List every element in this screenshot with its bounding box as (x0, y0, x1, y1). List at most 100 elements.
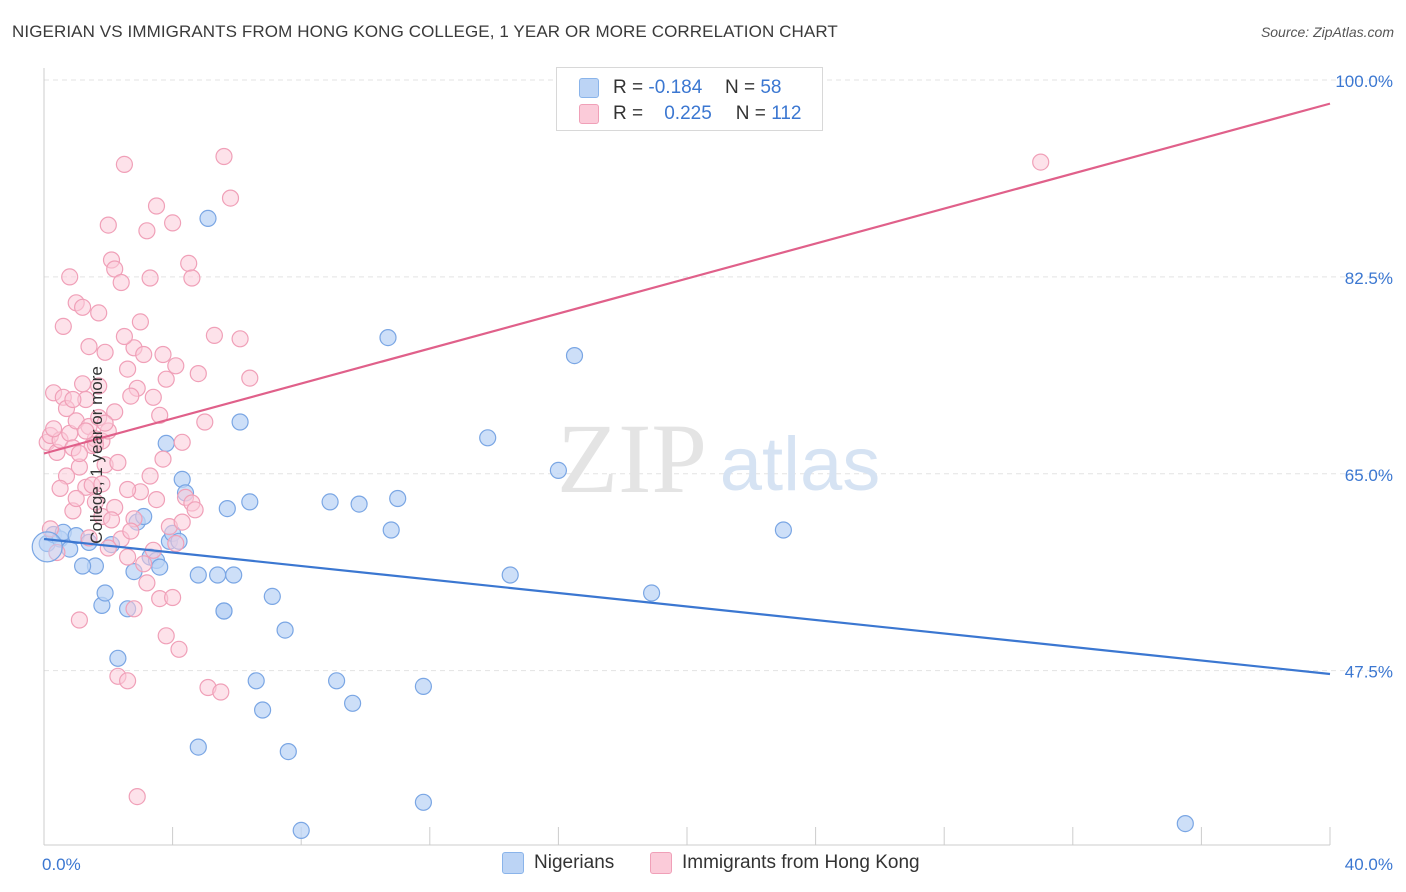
point-nigerians-33 (247, 672, 265, 690)
point-hongkong-99 (186, 501, 204, 519)
point-nigerians-44 (382, 521, 400, 539)
point-hongkong-101 (102, 511, 121, 529)
point-nigerians-54 (73, 557, 92, 575)
point-hongkong-38 (151, 406, 169, 424)
point-nigerians-49 (501, 566, 519, 584)
point-hongkong-69 (170, 640, 188, 658)
legend-label: Immigrants from Hong Kong (682, 852, 920, 873)
point-hongkong-40 (157, 370, 175, 388)
point-hongkong-54 (115, 155, 134, 173)
legend-swatch-hongkong (579, 104, 599, 124)
point-nigerians-27 (209, 566, 227, 584)
point-hongkong-82 (80, 529, 98, 547)
point-nigerians-36 (276, 621, 294, 639)
point-hongkong-24 (80, 338, 98, 356)
point-hongkong-29 (112, 273, 130, 292)
point-hongkong-105 (77, 422, 95, 440)
point-nigerians-39 (321, 493, 339, 511)
point-hongkong-25 (90, 304, 108, 322)
legend-row-nigerians: R = -0.184 N = 58 (579, 76, 781, 100)
point-hongkong-64 (141, 467, 159, 485)
point-hongkong-55 (138, 222, 156, 240)
point-hongkong-90 (115, 327, 134, 346)
point-nigerians-50 (549, 461, 568, 479)
data-points (31, 147, 1194, 840)
point-hongkong-74 (125, 600, 143, 618)
point-hongkong-77 (212, 683, 230, 701)
point-nigerians-45 (389, 489, 407, 508)
point-hongkong-73 (118, 672, 137, 690)
y-tick-label-0: 100.0% (1335, 72, 1393, 91)
point-nigerians-18 (151, 558, 169, 576)
point-hongkong-104 (64, 390, 82, 409)
point-hongkong-111 (154, 450, 172, 468)
legend-swatch-nigerians (502, 852, 524, 874)
point-nigerians-57 (1176, 814, 1194, 833)
point-hongkong-84 (138, 574, 156, 592)
point-hongkong-23 (73, 298, 92, 316)
point-hongkong-35 (141, 269, 159, 287)
point-hongkong-87 (128, 787, 146, 806)
point-hongkong-48 (205, 326, 223, 344)
point-hongkong-110 (118, 480, 137, 499)
x-tick-label-1: 40.0% (1345, 855, 1393, 874)
point-nigerians-32 (241, 493, 259, 511)
point-nigerians-43 (379, 329, 397, 347)
point-hongkong-43 (173, 433, 191, 451)
point-nigerians-47 (414, 793, 432, 811)
point-hongkong-42 (167, 357, 185, 375)
trend-line-nigerians (43, 537, 1331, 676)
point-nigerians-25 (189, 566, 207, 584)
point-nigerians-30 (225, 566, 243, 584)
r-value: 0.225 (664, 103, 712, 124)
watermark-zip: ZIP (557, 403, 707, 514)
legend-swatch-nigerians (579, 78, 599, 98)
point-hongkong-68 (164, 588, 182, 607)
chart-title: NIGERIAN VS IMMIGRANTS FROM HONG KONG CO… (12, 22, 838, 41)
point-nigerians-34 (254, 701, 272, 719)
point-hongkong-33 (131, 313, 149, 331)
point-hongkong-46 (189, 365, 207, 383)
trend-lines (43, 102, 1331, 676)
point-hongkong-49 (215, 147, 233, 166)
point-hongkong-78 (70, 611, 89, 629)
point-hongkong-51 (231, 330, 249, 348)
point-hongkong-50 (221, 189, 240, 207)
legend-row-hongkong: R = 0.225 N = 112 (579, 102, 801, 126)
n-value: 58 (760, 77, 782, 98)
point-nigerians-11 (109, 649, 127, 667)
axes (43, 68, 1331, 846)
r-label: R = (613, 103, 644, 124)
legend-swatch-hongkong (650, 852, 672, 874)
point-hongkong-67 (157, 627, 175, 645)
y-tick-label-3: 47.5% (1345, 663, 1393, 682)
point-nigerians-42 (350, 495, 368, 513)
point-hongkong-53 (99, 216, 117, 234)
y-tick-label-2: 65.0% (1345, 466, 1393, 485)
point-nigerians-51 (565, 347, 584, 365)
y-tick-label-1: 82.5% (1345, 269, 1393, 288)
watermark: ZIP atlas (557, 403, 880, 514)
legend-item-nigerians[interactable]: Nigerians (502, 852, 614, 874)
point-nigerians-38 (292, 821, 310, 840)
point-hongkong-98 (173, 513, 191, 531)
n-label: N = (724, 77, 756, 98)
point-nigerians-48 (479, 429, 497, 447)
point-nigerians-41 (344, 694, 362, 712)
point-hongkong-89 (106, 403, 124, 421)
point-hongkong-47 (196, 413, 214, 431)
point-hongkong-57 (86, 493, 105, 511)
point-hongkong-37 (147, 197, 166, 215)
point-hongkong-20 (54, 317, 72, 335)
point-hongkong-95 (122, 387, 140, 405)
r-label: R = (613, 77, 644, 98)
point-nigerians-37 (279, 742, 297, 761)
point-hongkong-30 (118, 360, 137, 378)
point-hongkong-107 (67, 489, 85, 508)
point-hongkong-88 (90, 377, 108, 395)
point-hongkong-45 (183, 269, 201, 287)
point-hongkong-106 (1032, 153, 1050, 171)
point-hongkong-61 (118, 548, 137, 566)
legend-item-hongkong[interactable]: Immigrants from Hong Kong (650, 852, 920, 874)
point-nigerians-35 (263, 587, 281, 606)
